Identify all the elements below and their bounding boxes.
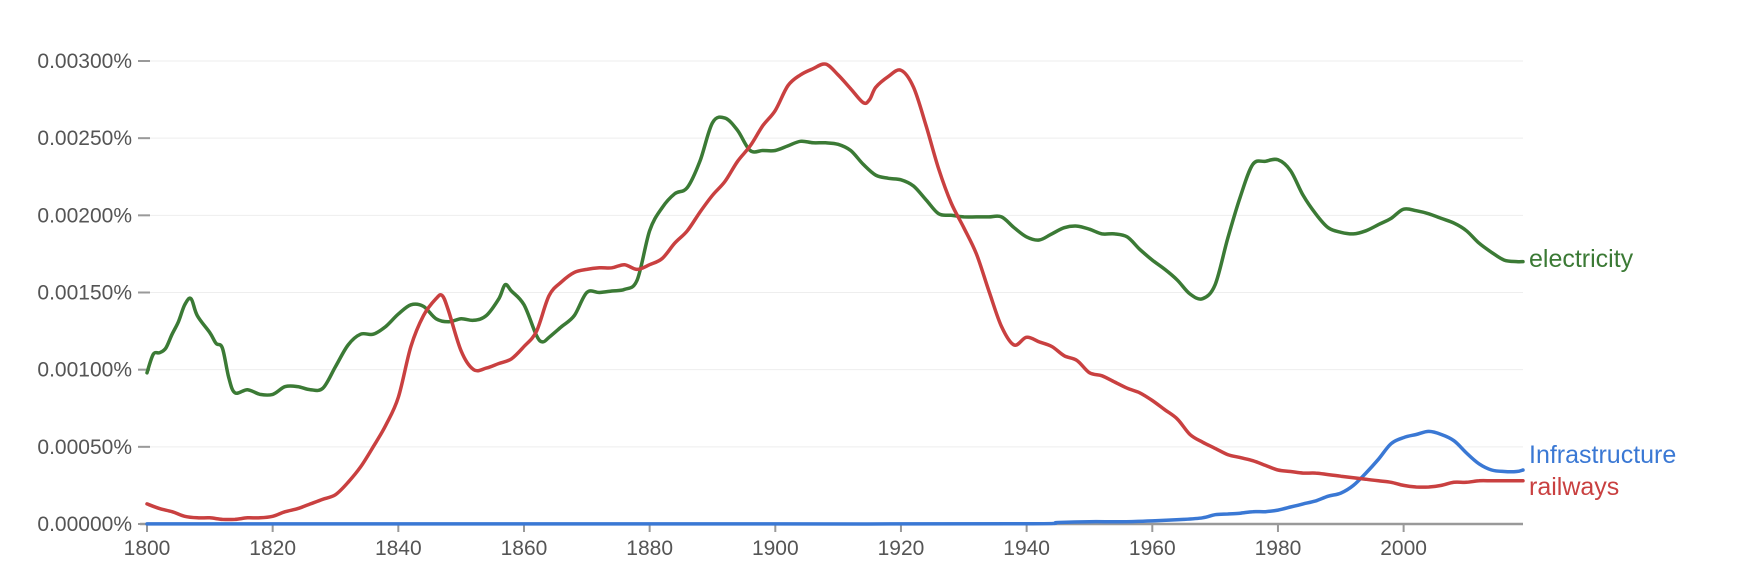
x-tick-label: 1820 [249, 537, 296, 560]
x-tick-label: 1800 [124, 537, 171, 560]
gridlines [150, 60, 1523, 448]
x-tick-label: 1880 [626, 537, 673, 560]
x-tick-label: 1860 [501, 537, 548, 560]
series-line-railways[interactable] [145, 62, 1525, 522]
x-tick-label: 1920 [878, 537, 925, 560]
series-labels: electricity Infrastructure railways [1529, 245, 1676, 501]
series-lines [145, 62, 1525, 526]
y-tick-label: 0.00050% [37, 436, 132, 459]
y-tick-label: 0.00150% [37, 282, 132, 305]
x-tick-label: 1840 [375, 537, 422, 560]
y-tick-label: 0.00100% [37, 359, 132, 382]
x-tick-label: 1900 [752, 537, 799, 560]
x-tick-label: 1980 [1255, 537, 1302, 560]
x-tick-label: 2000 [1380, 537, 1427, 560]
axes: 0.00000% 0.00050% 0.00100% 0.00150% 0.00200%… [37, 50, 1523, 560]
y-tick-label: 0.00200% [37, 204, 132, 227]
series-label-railways[interactable]: railways [1529, 473, 1619, 501]
x-tick-label: 1960 [1129, 537, 1176, 560]
series-line-infrastructure[interactable] [145, 429, 1525, 526]
y-tick-label: 0.00250% [37, 127, 132, 150]
series-label-infrastructure[interactable]: Infrastructure [1529, 441, 1676, 469]
y-tick-label: 0.00000% [37, 513, 132, 536]
series-line-electricity[interactable] [145, 115, 1525, 397]
x-tick-label: 1940 [1003, 537, 1050, 560]
series-label-electricity[interactable]: electricity [1529, 245, 1634, 273]
y-tick-label: 0.00300% [37, 50, 132, 73]
